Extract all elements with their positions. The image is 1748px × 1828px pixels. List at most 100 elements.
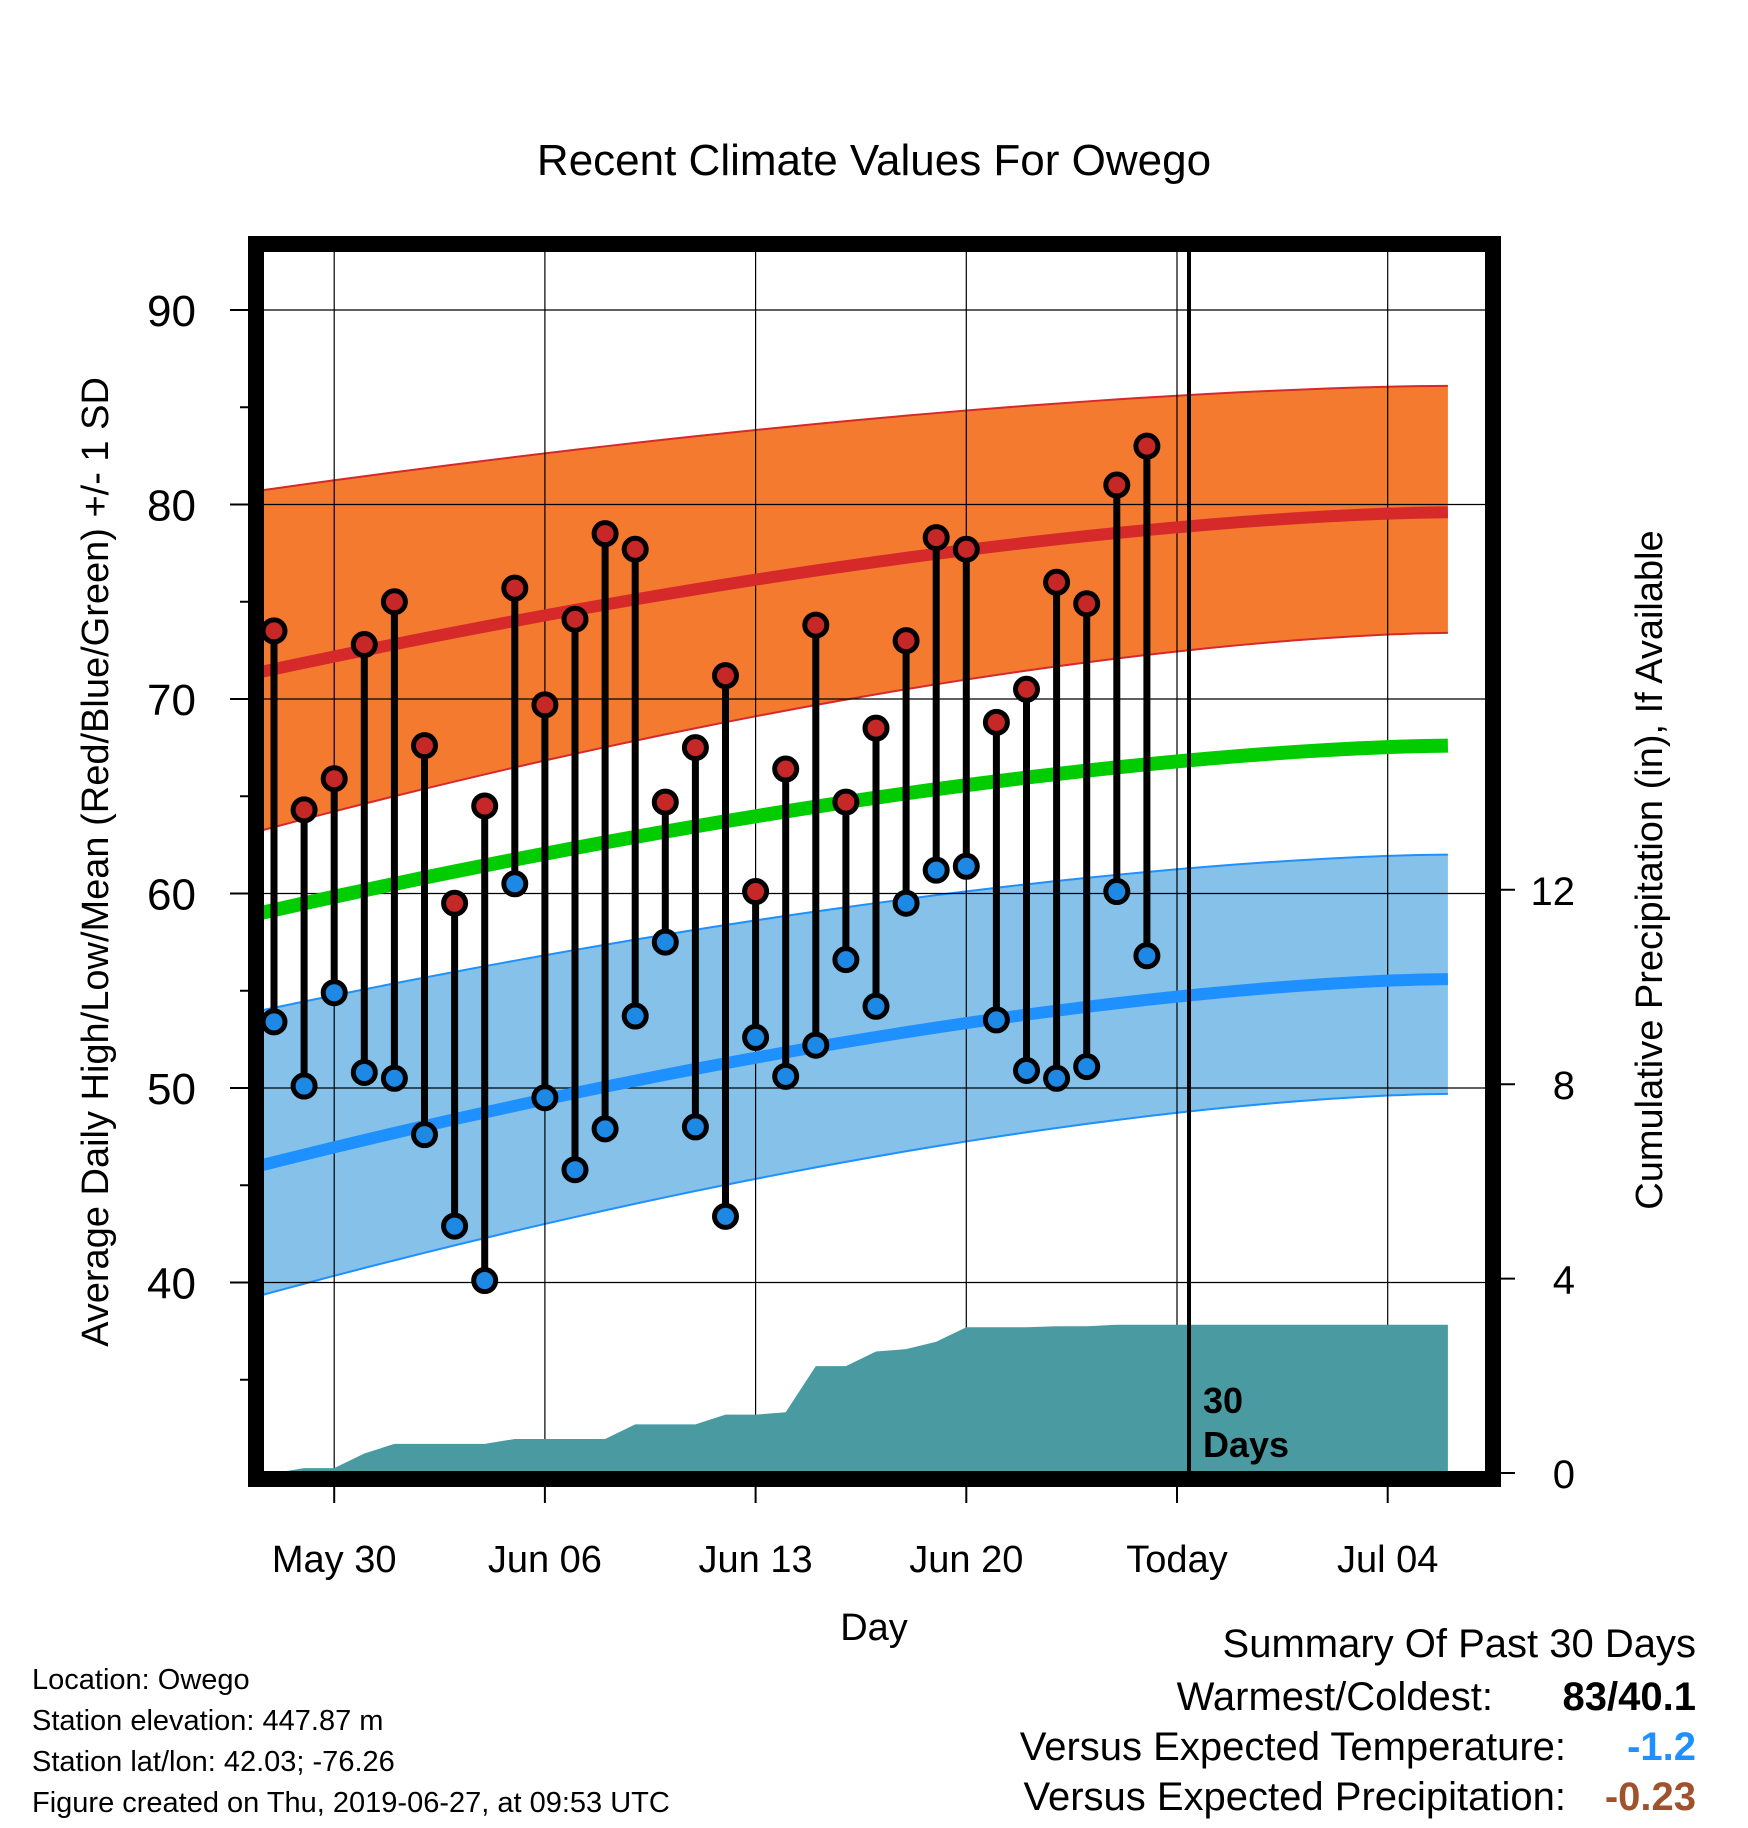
today-marker-line: 30 — [1203, 1380, 1243, 1421]
y-tick-label: 40 — [147, 1260, 196, 1309]
high-point — [411, 732, 438, 760]
low-point — [1133, 942, 1161, 970]
summary-warm-cold-value: 83/40.1 — [1562, 1675, 1696, 1719]
precip-area-group — [262, 1324, 1448, 1473]
today-marker-label: 30 Days — [1203, 1380, 1289, 1465]
high-point — [380, 588, 408, 616]
low-point — [290, 1072, 318, 1100]
y-tick-label: 50 — [147, 1065, 196, 1114]
high-point — [501, 574, 529, 602]
high-point — [802, 611, 830, 639]
station-elevation: Station elevation: 447.87 m — [32, 1705, 384, 1737]
high-point — [862, 714, 890, 742]
y-tick-label: 80 — [147, 482, 196, 531]
high-point — [531, 691, 559, 719]
summary-heading: Summary Of Past 30 Days — [1222, 1622, 1696, 1666]
low-point — [742, 1023, 770, 1051]
summary-temp-value: -1.2 — [1627, 1725, 1696, 1769]
high-sd-band — [262, 385, 1448, 831]
high-point — [1133, 432, 1161, 460]
low-point — [501, 870, 529, 898]
x-tick-label: May 30 — [272, 1539, 397, 1581]
low-point — [952, 852, 980, 880]
station-latlon: Station lat/lon: 42.03; -76.26 — [32, 1746, 395, 1778]
y2-tick-label: 4 — [1553, 1259, 1575, 1303]
high-point — [832, 788, 860, 816]
high-point — [742, 878, 770, 906]
chart-title: Recent Climate Values For Owego — [537, 136, 1211, 185]
high-point — [712, 662, 739, 690]
low-point — [772, 1062, 800, 1090]
low-point — [260, 1008, 288, 1036]
low-point — [531, 1084, 559, 1112]
today-marker-line: Days — [1203, 1424, 1289, 1465]
y2-axis-label: Cumulative Precipitation (in), If Availa… — [1629, 530, 1671, 1209]
y-tick-label: 70 — [147, 676, 196, 725]
high-point — [320, 765, 348, 793]
high-point — [1073, 590, 1101, 618]
low-point — [1073, 1053, 1101, 1081]
high-point — [260, 617, 288, 645]
low-point — [561, 1156, 589, 1184]
low-point — [471, 1267, 499, 1295]
summary-warm-cold-label: Warmest/Coldest: — [1176, 1675, 1493, 1719]
low-point — [802, 1031, 830, 1059]
figure-created: Figure created on Thu, 2019-06-27, at 09… — [32, 1787, 670, 1819]
high-point — [772, 755, 800, 783]
low-point — [1013, 1056, 1040, 1084]
low-sd-bottom-line — [262, 1092, 1448, 1297]
high-point — [952, 535, 980, 563]
y-tick-label: 60 — [147, 871, 196, 920]
low-point — [1043, 1064, 1071, 1092]
x-tick-label: Jun 20 — [909, 1539, 1023, 1581]
x-tick-label: Jul 04 — [1337, 1539, 1438, 1581]
high-point — [621, 535, 649, 563]
high-point — [1103, 471, 1131, 499]
high-sd-top-line — [262, 384, 1448, 492]
high-point — [350, 631, 378, 659]
low-point — [862, 992, 890, 1020]
station-location: Location: Owego — [32, 1664, 250, 1696]
low-point — [922, 856, 950, 884]
high-point — [290, 796, 318, 824]
y-axis-label: Average Daily High/Low/Mean (Red/Blue/Gr… — [75, 377, 117, 1347]
low-point — [892, 889, 920, 917]
high-point — [591, 520, 619, 548]
precip-area — [262, 1324, 1448, 1473]
high-point — [441, 889, 469, 917]
low-point — [651, 928, 679, 956]
high-point — [1013, 675, 1040, 703]
low-point — [712, 1202, 739, 1230]
y-tick-label: 90 — [147, 287, 196, 336]
axes: May 30 Jun 06 Jun 13 Jun 20 Today Jul 0440506… — [147, 287, 1575, 1581]
high-point — [651, 788, 679, 816]
y2-tick-label: 0 — [1553, 1453, 1575, 1497]
low-point — [832, 946, 860, 974]
high-point — [471, 792, 499, 820]
low-point — [982, 1006, 1010, 1034]
observed-temps — [260, 432, 1161, 1295]
low-point — [320, 979, 348, 1007]
x-tick-label: Today — [1126, 1539, 1227, 1581]
summary-precip-label: Versus Expected Precipitation: — [1023, 1775, 1566, 1819]
high-point — [681, 734, 709, 762]
plot-frame — [248, 236, 1501, 1487]
high-point — [922, 524, 950, 552]
y2-tick-label: 12 — [1531, 870, 1576, 914]
x-tick-label: Jun 13 — [699, 1539, 813, 1581]
low-point — [591, 1115, 619, 1143]
high-point — [1043, 568, 1071, 596]
high-point — [982, 708, 1010, 736]
y2-tick-label: 8 — [1553, 1064, 1575, 1108]
normal-high-line — [262, 506, 1448, 678]
low-point — [441, 1212, 469, 1240]
x-axis-label: Day — [840, 1607, 908, 1649]
normal-low-line — [262, 973, 1449, 1172]
x-tick-label: Jun 06 — [488, 1539, 602, 1581]
low-point — [350, 1058, 378, 1086]
low-point — [681, 1113, 709, 1141]
low-point — [1103, 878, 1131, 906]
low-point — [411, 1121, 438, 1149]
low-point — [380, 1064, 408, 1092]
